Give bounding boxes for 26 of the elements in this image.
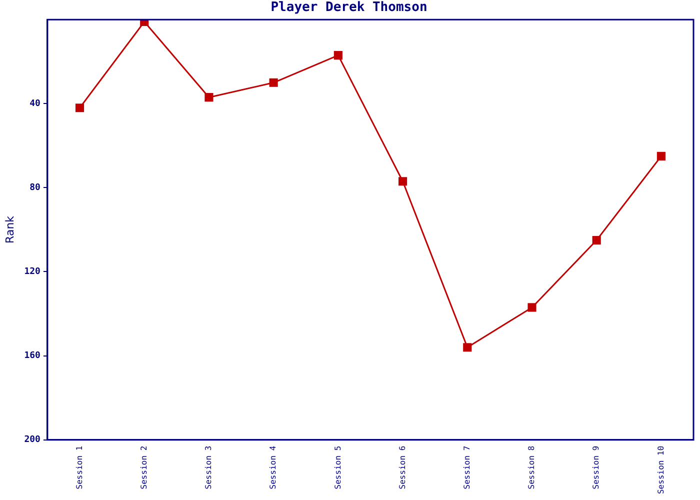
x-tick-label: Session 2 <box>139 446 148 490</box>
y-axis-title: Rank <box>3 215 16 244</box>
x-tick-label: Session 7 <box>462 446 472 490</box>
x-tick-label: Session 6 <box>398 446 407 490</box>
point <box>592 236 601 245</box>
point <box>656 152 666 160</box>
point <box>204 93 214 102</box>
chart-title: Player Derek Thomson <box>270 0 428 16</box>
x-tick-label: Session 4 <box>268 446 278 490</box>
y-tick-label: 160 <box>24 351 40 362</box>
x-tick-label: Session 9 <box>592 446 601 490</box>
y-tick-label: 40 <box>30 98 40 109</box>
y-tick-label: 200 <box>24 435 40 446</box>
x-tick-label: Session 5 <box>333 446 342 490</box>
point <box>463 343 472 352</box>
x-tick-label: Session 10 <box>656 446 666 494</box>
x-tick-label: Session 3 <box>204 446 214 490</box>
point <box>269 78 278 87</box>
x-tick-label: Session 1 <box>74 446 84 490</box>
point <box>528 303 536 312</box>
point <box>334 51 342 60</box>
x-tick-label: Session 8 <box>527 446 536 490</box>
y-tick-label: 120 <box>24 267 40 278</box>
y-tick-label: 80 <box>30 183 40 194</box>
point <box>75 104 84 112</box>
point <box>398 177 408 186</box>
